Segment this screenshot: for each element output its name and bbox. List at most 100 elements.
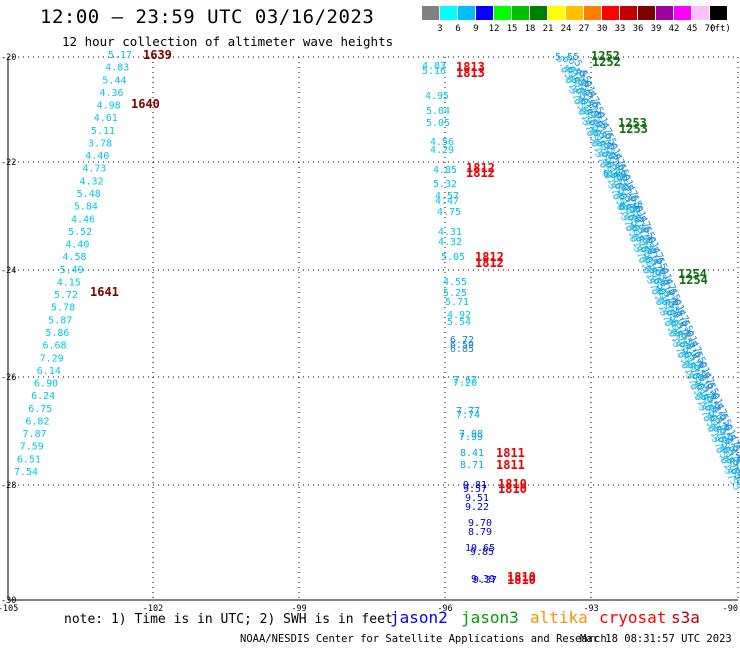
legend-swatch (710, 6, 727, 20)
latitude-tick-label: -20 (1, 53, 16, 63)
wave-height-label: 4.57 (435, 191, 459, 202)
longitude-tick-label: -96 (437, 604, 452, 614)
wave-height-label: 6.59 (450, 340, 474, 351)
wave-height-label: 5.32 (433, 179, 457, 190)
wave-height-label: 5.54 (447, 317, 471, 328)
wave-height-label: 6.82 (25, 416, 49, 427)
longitude-tick-label: -93 (583, 604, 598, 614)
wave-height-label: 4.92 (447, 310, 471, 321)
wave-height-label: 6.72 (450, 335, 474, 346)
legend-swatch (692, 6, 709, 20)
legend-swatch (458, 6, 475, 20)
legend-swatch (512, 6, 529, 20)
legend-label: 12 (488, 24, 500, 34)
legend-swatch (494, 6, 511, 20)
wave-height-label: 5.25 (443, 288, 467, 299)
wave-height-label: 4.85 (433, 165, 457, 176)
pass-time-label: 1640 (131, 97, 160, 111)
wave-height-label: 6.01 (729, 443, 740, 469)
wave-height-label: 9.57 (463, 484, 487, 495)
pass-time-label: 1254 (678, 267, 707, 281)
wave-height-label: 10.65 (465, 543, 495, 554)
wave-height-label: 8.71 (460, 460, 484, 471)
wave-height-label: 5.52 (68, 227, 92, 238)
legend-label: 24 (560, 24, 572, 34)
legend-swatch (566, 6, 583, 20)
wave-height-label: 7.74 (456, 410, 480, 421)
wave-height-label: 4.40 (65, 240, 89, 251)
wave-height-label: 4.29 (430, 145, 454, 156)
wave-height-label: 4.75 (437, 207, 461, 218)
wave-height-label: 5.17 (108, 50, 132, 61)
legend-label: 27 (578, 24, 590, 34)
wave-height-label: 4.32 (80, 176, 104, 187)
pass-time-label: 1641 (90, 285, 119, 299)
wave-height-label: 5.16 (422, 66, 446, 77)
wave-height-label: 4.32 (438, 237, 462, 248)
pass-time-label: 1252 (592, 55, 621, 69)
pass-time-label: 1253 (618, 116, 647, 130)
wave-height-label: 5.04 (426, 106, 450, 117)
wave-height-label: 7.67 (453, 375, 477, 386)
pass-time-label: 1810 (498, 482, 527, 496)
wave-height-label: 9.39 (471, 574, 495, 585)
wave-height-label: 5.05 (426, 118, 450, 129)
wave-height-label: 6.47 (619, 202, 643, 213)
wave-height-label: 7.59 (20, 442, 44, 453)
pass-time-label: 1813 (456, 66, 485, 80)
legend-label: 9 (473, 24, 479, 34)
wave-height-label: 6.85 (450, 344, 474, 355)
legend-swatch (530, 6, 547, 20)
wave-height-label: 6.75 (28, 404, 52, 415)
legend-swatch (674, 6, 691, 20)
pass-time-label: 1812 (466, 161, 495, 175)
wave-height-label: 4.31 (438, 227, 462, 238)
longitude-tick-label: -99 (291, 604, 306, 614)
wave-height-label: 4.73 (82, 164, 106, 175)
wave-height-label: 5.49 (60, 265, 84, 276)
legend-swatch (620, 6, 637, 20)
wave-height-label: 4.95 (425, 91, 449, 102)
longitude-tick-label: -102 (143, 604, 163, 614)
wave-height-label: 3.78 (88, 138, 112, 149)
wave-height-label: 7.77 (456, 406, 480, 417)
wave-height-label: 7.54 (14, 467, 38, 478)
wave-height-label: 5.05 (441, 252, 465, 263)
satellite-s3a: s3a (671, 608, 700, 627)
legend-label: 36 (632, 24, 644, 34)
wave-height-label: 6.51 (17, 454, 41, 465)
legend-swatch (602, 6, 619, 20)
legend-swatch (476, 6, 493, 20)
footnote: note: 1) Time is in UTC; 2) SWH is in fe… (64, 612, 393, 627)
legend-swatch (656, 6, 673, 20)
pass-time-label: 1253 (619, 122, 648, 136)
latitude-tick-label: -24 (1, 266, 16, 276)
legend-swatch (422, 6, 439, 20)
wave-height-label: 8.41 (460, 448, 484, 459)
pass-time-label: 1812 (475, 250, 504, 264)
wave-height-label: 6.01 (603, 169, 627, 180)
wave-height-label: 5.44 (102, 75, 126, 86)
wave-height-label: 5.87 (48, 315, 72, 326)
wave-height-label: 9.85 (470, 547, 494, 558)
pass-time-label: 1812 (466, 166, 495, 180)
wave-height-label: 5.86 (45, 328, 69, 339)
legend-label: 45 (686, 24, 698, 34)
legend-label: 18 (524, 24, 536, 34)
wave-height-label: 4.98 (97, 101, 121, 112)
wave-height-label: 5.84 (74, 202, 98, 213)
wave-height-label: 6.68 (42, 341, 66, 352)
wave-height-label: 5.71 (445, 297, 469, 308)
longitude-tick-label: -105 (0, 604, 18, 614)
wave-height-label: 9.70 (468, 518, 492, 529)
pass-time-label: 1810 (507, 573, 536, 587)
wave-height-label: 7.87 (23, 429, 47, 440)
wave-height-label: 5.48 (77, 189, 101, 200)
legend-label: 21 (542, 24, 554, 34)
wave-height-label: 7.20 (453, 378, 477, 389)
pass-time-label: 1811 (496, 458, 525, 472)
longitude-tick-label: -90 (723, 604, 738, 614)
legend-label: 33 (614, 24, 626, 34)
legend-label: 70 (704, 24, 716, 34)
